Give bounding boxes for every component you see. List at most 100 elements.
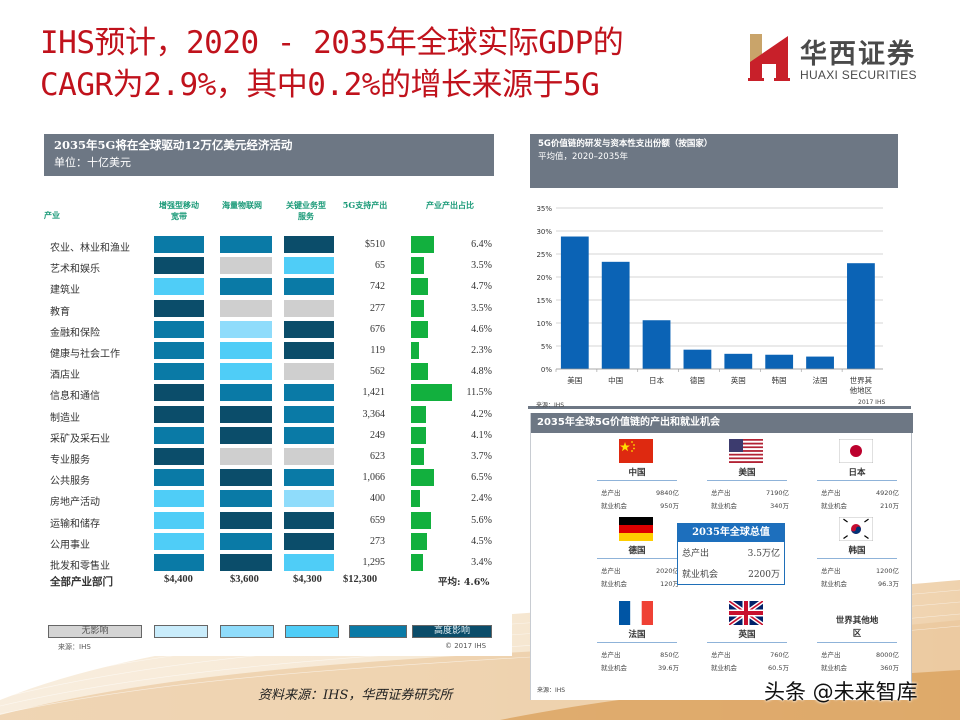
- impact-cell: [154, 511, 204, 529]
- industry-label: 房地产活动: [50, 497, 100, 509]
- share-bar: [411, 469, 435, 487]
- impact-cell: [284, 469, 334, 487]
- x-tick-label: 他地区: [850, 385, 873, 395]
- industry-label: 信息和通信: [50, 391, 100, 403]
- germany-flag-icon: [619, 517, 653, 541]
- share-bar: [411, 278, 428, 296]
- country-name: 英国: [738, 630, 756, 640]
- value-chain-header: 2035年全球5G价值链的产出和就业机会: [531, 413, 913, 433]
- jobs-value: 39.6万: [658, 664, 679, 672]
- impact-cell: [154, 363, 204, 381]
- impact-cell: [154, 278, 204, 296]
- y-tick-label: 30%: [536, 228, 552, 236]
- output-value: 4920亿: [875, 489, 899, 497]
- output-label: 总产出: [821, 651, 841, 659]
- impact-cell: [220, 554, 272, 571]
- output-value: 1,421: [362, 387, 386, 399]
- jobs-label: 就业机会: [821, 502, 847, 510]
- impact-cell: [284, 448, 334, 465]
- global-total-title: 2035年全球总值: [678, 524, 784, 542]
- table-row: 金融和保险 676 4.6%: [40, 320, 512, 339]
- country-divider: [817, 642, 897, 643]
- chart-source: 来源：IHS: [536, 402, 565, 409]
- share-value: 4.5%: [471, 535, 492, 547]
- impact-cell: [284, 342, 334, 359]
- jobs-label: 就业机会: [821, 664, 847, 672]
- jobs-value: 210万: [880, 502, 899, 510]
- country-divider: [597, 480, 677, 481]
- impact-cell: [154, 426, 204, 444]
- slide-title: IHS预计，2020 - 2035年全球实际GDP的 CAGR为2.9%，其中0…: [40, 22, 720, 106]
- industry-label: 农业、林业和渔业: [50, 243, 130, 254]
- impact-cell: [284, 278, 334, 296]
- output-value: 65: [375, 260, 385, 272]
- jobs-value: 120万: [660, 580, 679, 588]
- industry-label: 批发和零售业: [50, 561, 110, 572]
- impact-cell: [154, 299, 204, 317]
- logo-chinese-name: 华西证券: [800, 39, 916, 70]
- industry-label: 制造业: [50, 412, 80, 424]
- y-tick-label: 5%: [541, 343, 552, 351]
- impact-cell: [154, 236, 204, 253]
- total-label: 全部产业部门: [50, 576, 113, 588]
- bar-2: [642, 320, 671, 369]
- global-jobs-row: 就业机会 2200万: [678, 563, 784, 584]
- title-line-2: CAGR为2.9%，其中0.2%的增长来源于5G: [40, 67, 600, 103]
- y-tick-label: 35%: [536, 205, 552, 213]
- share-value: 3.5%: [471, 260, 492, 272]
- table-header: 2035年5G将在全球驱动12万亿美元经济活动 单位：十亿美元: [44, 134, 494, 176]
- impact-cell: [154, 257, 204, 275]
- output-value: 1,066: [362, 472, 386, 484]
- output-value: 400: [370, 493, 385, 505]
- global-output-row: 总产出 3.5万亿: [678, 542, 784, 563]
- legend-level-4: [349, 625, 407, 638]
- impact-cell: [284, 554, 334, 571]
- impact-cell: [220, 511, 272, 529]
- output-label: 总产出: [711, 651, 731, 659]
- france-flag-icon: [619, 601, 653, 625]
- industry-label: 金融和保险: [50, 327, 100, 339]
- y-tick-label: 15%: [536, 297, 552, 305]
- impact-cell: [220, 342, 272, 359]
- impact-cell: [284, 363, 334, 381]
- output-label: 总产出: [601, 567, 621, 575]
- impact-cell: [220, 426, 272, 444]
- col-head-share: 产业产出占比: [426, 200, 474, 210]
- impact-cell: [220, 236, 272, 253]
- country-name: 德国: [628, 546, 646, 556]
- industry-label: 酒店业: [50, 370, 80, 382]
- x-tick-label: 韩国: [772, 375, 787, 385]
- total-embb: $4,400: [164, 574, 193, 585]
- country-name: 世界其他地区: [835, 616, 879, 639]
- table-row: 批发和零售业 1,295 3.4%: [40, 553, 512, 572]
- industry-label: 公用事业: [50, 539, 90, 551]
- bar-4: [724, 353, 753, 369]
- global-jobs-label: 就业机会: [682, 570, 719, 580]
- impact-cell: [220, 257, 272, 275]
- country-divider: [707, 480, 787, 481]
- impact-cell: [154, 469, 204, 487]
- impact-cell: [154, 405, 204, 423]
- country-name: 日本: [848, 468, 866, 478]
- share-value: 5.6%: [471, 514, 492, 526]
- impact-cell: [220, 490, 272, 508]
- output-value: 9840亿: [655, 489, 679, 497]
- total-output: $12,300: [343, 574, 378, 585]
- share-bar: [411, 236, 435, 253]
- output-value: 659: [370, 514, 385, 526]
- output-value: $510: [365, 239, 385, 250]
- x-tick-label: 世界其: [850, 375, 873, 385]
- value-chain-output-jobs-panel: 2035年全球5G价值链的产出和就业机会 中国 总产出 9840亿 就业机会 950万 美…: [530, 413, 913, 700]
- x-tick-label: 中国: [608, 375, 623, 385]
- impact-cell: [220, 363, 272, 381]
- output-value: 623: [370, 451, 385, 462]
- global-output-label: 总产出: [682, 549, 710, 559]
- table-unit: 单位：十亿美元: [54, 156, 131, 169]
- table-source: 来源：IHS: [58, 643, 91, 651]
- share-value: 2.3%: [471, 345, 492, 356]
- global-jobs-value: 2200万: [748, 570, 780, 580]
- chart-copyright: 2017 IHS: [858, 399, 886, 406]
- impact-cell: [220, 278, 272, 296]
- bar-7: [847, 263, 875, 369]
- output-value: 562: [370, 366, 385, 378]
